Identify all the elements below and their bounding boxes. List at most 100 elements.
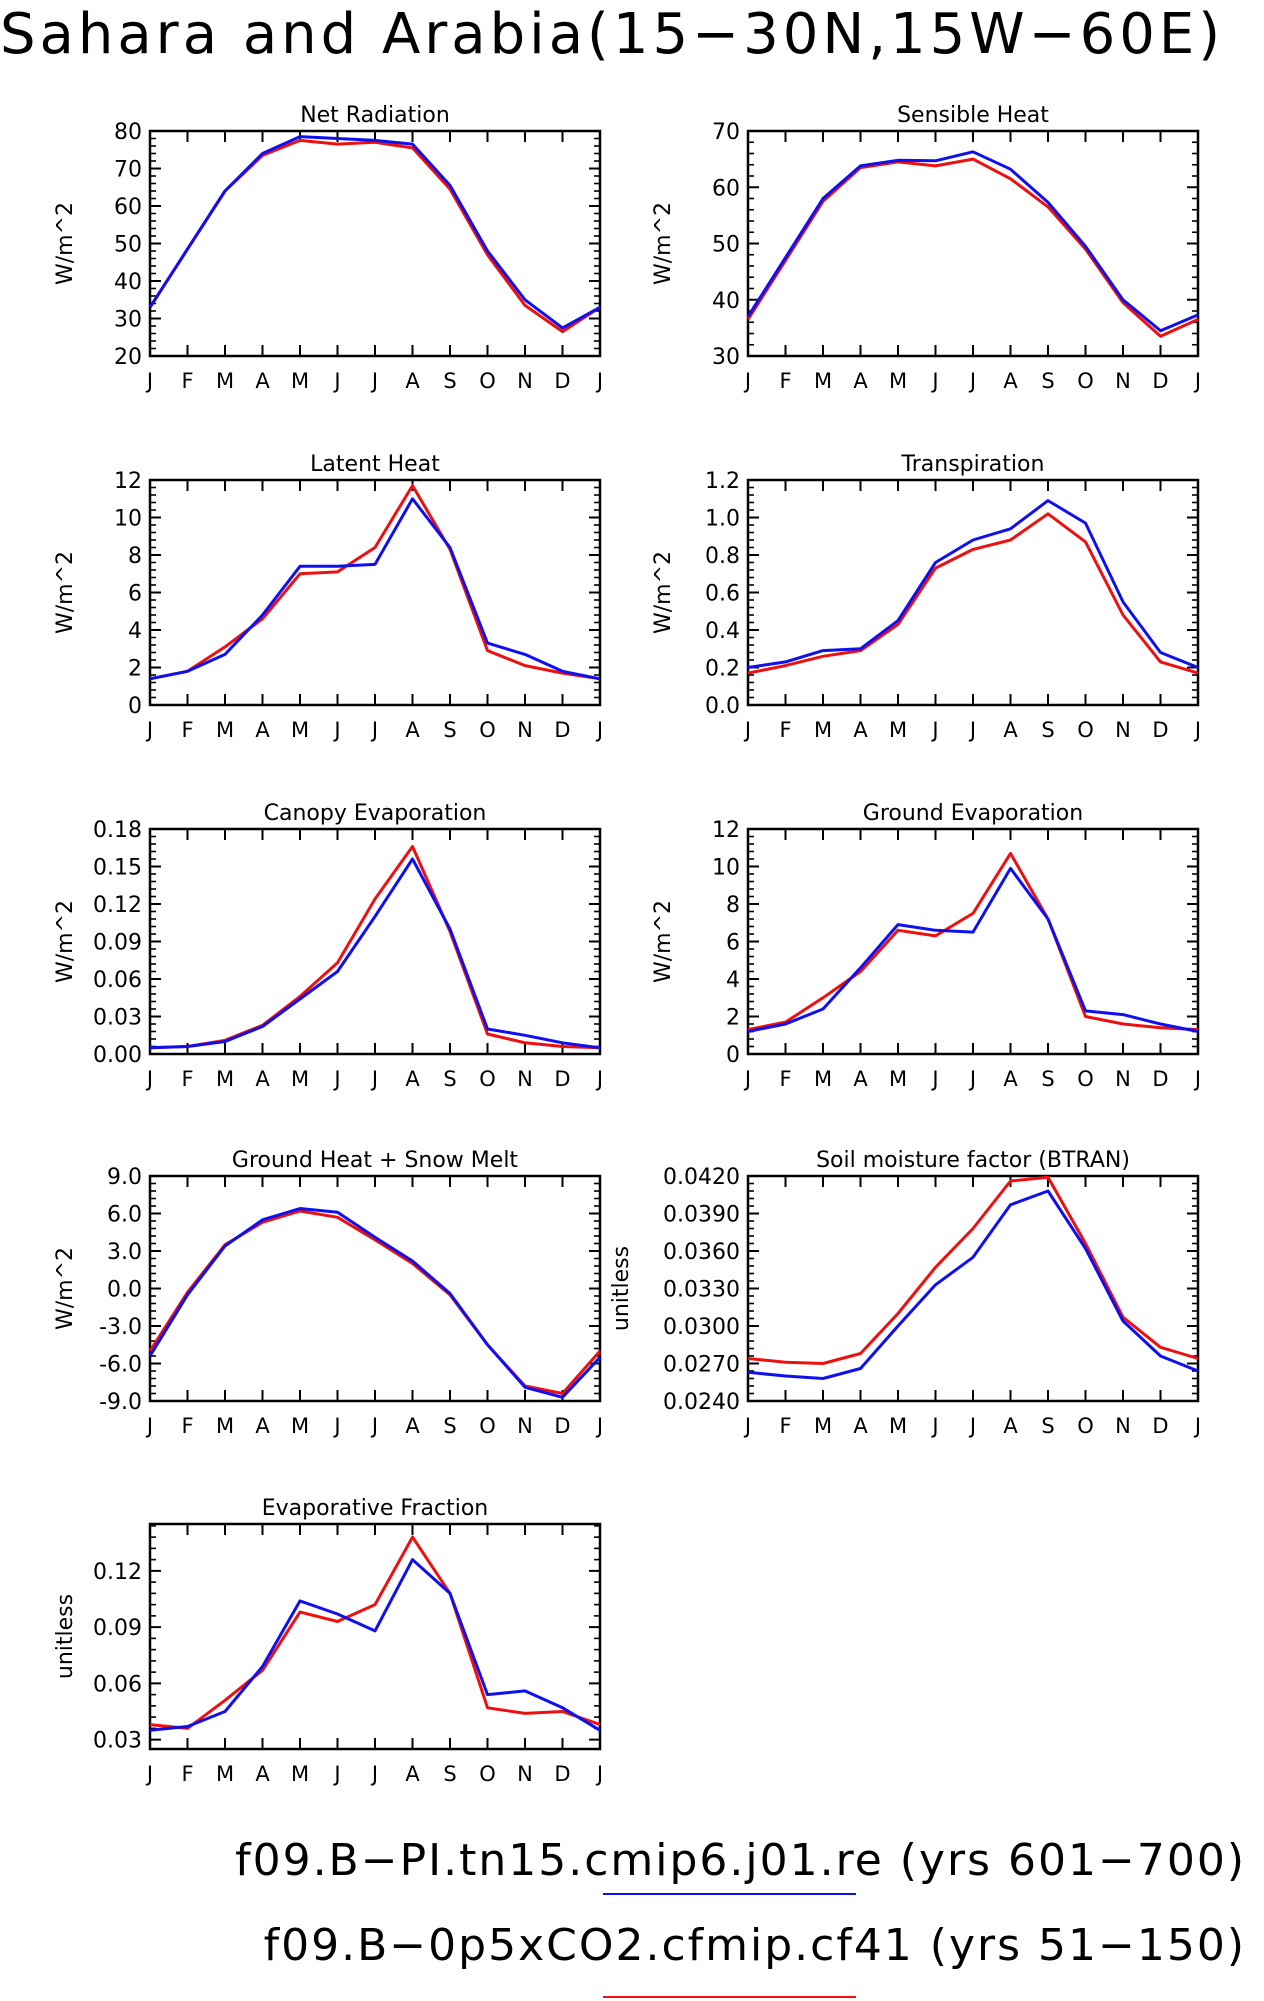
x-tick-label: N — [1115, 1414, 1131, 1438]
y-axis-label: W/m^2 — [53, 551, 78, 634]
series-line-control — [746, 150, 1199, 333]
main-title: Sahara and Arabia(15−30N,15W−60E) — [0, 2, 1225, 67]
y-tick-label: 10 — [114, 507, 142, 532]
y-tick-label: 4 — [128, 619, 142, 644]
plot-frame — [148, 1174, 602, 1403]
x-tick-label: J — [332, 369, 340, 393]
x-tick-label: J — [145, 718, 153, 742]
panel-soil-moisture-factor-btran: Soil moisture factor (BTRAN)J F M A M J J A S O N D… — [609, 1148, 1201, 1438]
y-tick-label: 80 — [114, 120, 142, 145]
panel-title: Transpiration — [901, 452, 1045, 477]
x-tick-label: A — [405, 718, 420, 742]
y-tick-label: 10 — [712, 856, 740, 881]
x-tick-label: M — [291, 718, 309, 742]
x-tick-label: J — [370, 718, 378, 742]
y-tick-label: 8 — [726, 893, 740, 918]
x-tick-label: J — [595, 1067, 603, 1091]
x-tick-label: O — [1077, 369, 1094, 393]
x-tick-label: A — [255, 1414, 270, 1438]
y-tick-label: 0.0360 — [663, 1240, 740, 1265]
y-tick-label: 6.0 — [107, 1203, 142, 1228]
y-tick-label: 0 — [726, 1043, 740, 1068]
x-tick-label: J — [145, 369, 153, 393]
panel-title: Ground Evaporation — [863, 801, 1083, 826]
legend-label-control: f09.B−PI.tn15.cmip6.j01.re (yrs 601−700) — [235, 1835, 1246, 1886]
x-tick-label: J — [743, 1067, 751, 1091]
series-line-experiment — [149, 484, 601, 681]
x-tick-label: A — [853, 1414, 868, 1438]
x-tick-label: J — [145, 1762, 153, 1786]
x-tick-label: N — [1115, 718, 1131, 742]
y-tick-label: 0.00 — [93, 1043, 142, 1068]
y-axis-label: W/m^2 — [53, 202, 78, 285]
y-tick-label: 8 — [128, 544, 142, 569]
y-axis-label: unitless — [53, 1594, 78, 1679]
x-tick-label: A — [853, 369, 868, 393]
x-tick-label: D — [1152, 369, 1168, 393]
y-tick-label: 0.0330 — [663, 1278, 740, 1303]
panel-title: Ground Heat + Snow Melt — [232, 1148, 519, 1173]
x-tick-label: O — [1077, 718, 1094, 742]
x-tick-label: A — [1003, 1067, 1018, 1091]
series-line-control — [149, 1558, 601, 1732]
x-tick-label: S — [443, 1414, 456, 1438]
plot-frame — [746, 478, 1200, 707]
x-tick-label: A — [853, 718, 868, 742]
x-tick-label: D — [554, 718, 570, 742]
panel-title: Net Radiation — [300, 103, 450, 128]
panel-title: Latent Heat — [310, 452, 440, 477]
x-tick-label: N — [517, 369, 533, 393]
series-line-experiment — [149, 845, 601, 1050]
y-tick-label: 0.09 — [93, 931, 142, 956]
x-tick-label: F — [779, 718, 791, 742]
y-tick-label: 60 — [712, 176, 740, 201]
y-tick-label: 1.0 — [705, 507, 740, 532]
y-tick-label: 0.0270 — [663, 1353, 740, 1378]
x-tick-label: S — [443, 369, 456, 393]
plot-frame — [746, 1174, 1200, 1403]
x-tick-label: F — [181, 1067, 193, 1091]
x-tick-label: D — [1152, 1067, 1168, 1091]
y-tick-label: 0.0 — [107, 1278, 142, 1303]
x-tick-label: A — [1003, 1414, 1018, 1438]
series-line-experiment — [149, 1535, 601, 1730]
legend-line-control — [603, 1893, 856, 1895]
series-line-control — [149, 857, 601, 1050]
y-tick-label: 0.15 — [93, 856, 142, 881]
series-line-experiment — [747, 851, 1199, 1032]
x-tick-label: M — [216, 369, 234, 393]
y-tick-label: 0.0420 — [663, 1165, 740, 1190]
x-tick-label: J — [332, 1762, 340, 1786]
y-tick-label: 0.8 — [705, 544, 740, 569]
x-tick-label: M — [216, 1414, 234, 1438]
x-tick-label: A — [255, 1762, 270, 1786]
x-tick-label: A — [405, 1067, 420, 1091]
x-tick-label: O — [479, 1067, 496, 1091]
x-tick-label: O — [479, 369, 496, 393]
y-tick-label: 0.0390 — [663, 1203, 740, 1228]
y-tick-label: 40 — [114, 270, 142, 295]
x-tick-label: F — [779, 1067, 791, 1091]
x-tick-label: M — [291, 369, 309, 393]
x-tick-label: M — [291, 1067, 309, 1091]
x-tick-label: M — [814, 718, 832, 742]
y-tick-label: -6.0 — [99, 1353, 142, 1378]
y-axis-label: W/m^2 — [53, 900, 78, 983]
plot-frame — [746, 129, 1200, 358]
y-tick-label: 0.18 — [93, 818, 142, 843]
x-tick-label: M — [291, 1414, 309, 1438]
x-tick-label: M — [814, 1414, 832, 1438]
y-tick-label: 0.0 — [705, 694, 740, 719]
series-line-control — [747, 499, 1199, 669]
x-tick-label: N — [517, 718, 533, 742]
x-tick-label: M — [216, 1067, 234, 1091]
x-tick-label: J — [145, 1067, 153, 1091]
y-tick-label: 0.0240 — [663, 1390, 740, 1415]
y-tick-label: 0.12 — [93, 1560, 142, 1585]
x-tick-label: J — [930, 718, 938, 742]
x-tick-label: M — [216, 1762, 234, 1786]
